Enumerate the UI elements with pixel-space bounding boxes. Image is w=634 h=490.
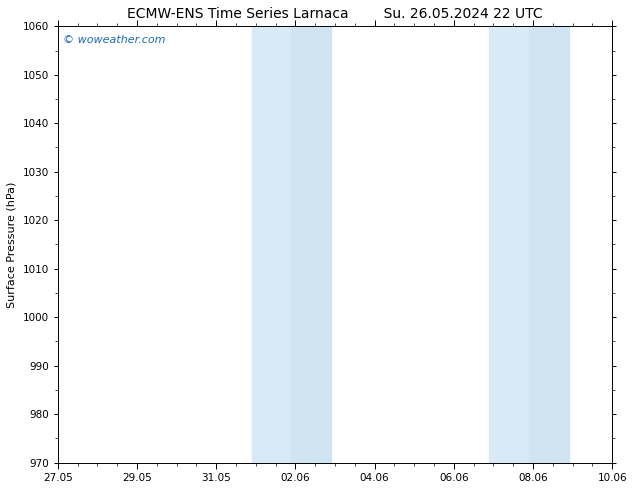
- Bar: [252, 26, 292, 463]
- Bar: [292, 26, 331, 463]
- Title: ECMW-ENS Time Series Larnaca        Su. 26.05.2024 22 UTC: ECMW-ENS Time Series Larnaca Su. 26.05.2…: [127, 7, 543, 21]
- Bar: [489, 26, 529, 463]
- Y-axis label: Surface Pressure (hPa): Surface Pressure (hPa): [7, 181, 17, 308]
- Bar: [529, 26, 569, 463]
- Text: © woweather.com: © woweather.com: [63, 35, 166, 45]
